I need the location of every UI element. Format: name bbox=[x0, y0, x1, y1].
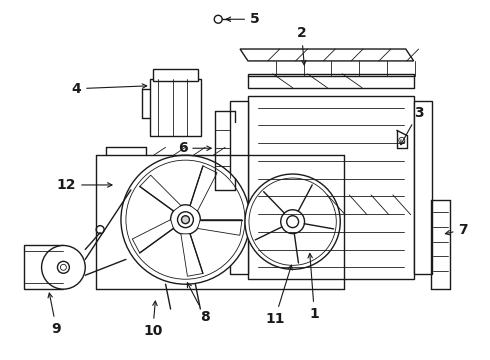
Circle shape bbox=[126, 160, 245, 279]
Circle shape bbox=[177, 212, 194, 228]
Circle shape bbox=[281, 210, 305, 234]
Circle shape bbox=[171, 205, 200, 235]
Circle shape bbox=[245, 174, 340, 269]
Circle shape bbox=[399, 137, 405, 143]
Bar bbox=[248, 96, 414, 279]
Text: 3: 3 bbox=[401, 105, 423, 145]
Polygon shape bbox=[240, 49, 414, 61]
Circle shape bbox=[60, 264, 66, 270]
Polygon shape bbox=[190, 166, 217, 211]
Polygon shape bbox=[140, 175, 181, 211]
Text: 12: 12 bbox=[57, 178, 112, 192]
Text: 9: 9 bbox=[48, 293, 61, 336]
Polygon shape bbox=[181, 234, 203, 276]
Text: 5: 5 bbox=[226, 12, 260, 26]
Polygon shape bbox=[197, 220, 242, 235]
Bar bbox=[414, 100, 432, 274]
Bar bbox=[150, 79, 201, 136]
Circle shape bbox=[96, 226, 104, 234]
Bar bbox=[248, 74, 414, 88]
Bar bbox=[230, 100, 248, 274]
Circle shape bbox=[57, 261, 70, 273]
Text: 6: 6 bbox=[178, 141, 211, 155]
Circle shape bbox=[287, 216, 298, 228]
Circle shape bbox=[42, 246, 85, 289]
Circle shape bbox=[214, 15, 222, 23]
Text: 10: 10 bbox=[143, 301, 162, 338]
Text: 4: 4 bbox=[72, 82, 147, 96]
Text: 2: 2 bbox=[296, 26, 306, 65]
Bar bbox=[24, 246, 63, 289]
Circle shape bbox=[121, 155, 250, 284]
Circle shape bbox=[181, 216, 190, 224]
Text: 7: 7 bbox=[445, 222, 468, 237]
Polygon shape bbox=[132, 220, 173, 253]
Text: 11: 11 bbox=[265, 265, 292, 326]
Circle shape bbox=[249, 178, 336, 265]
Text: 1: 1 bbox=[308, 253, 319, 321]
Bar bbox=[153, 69, 198, 81]
Text: 8: 8 bbox=[187, 283, 210, 324]
